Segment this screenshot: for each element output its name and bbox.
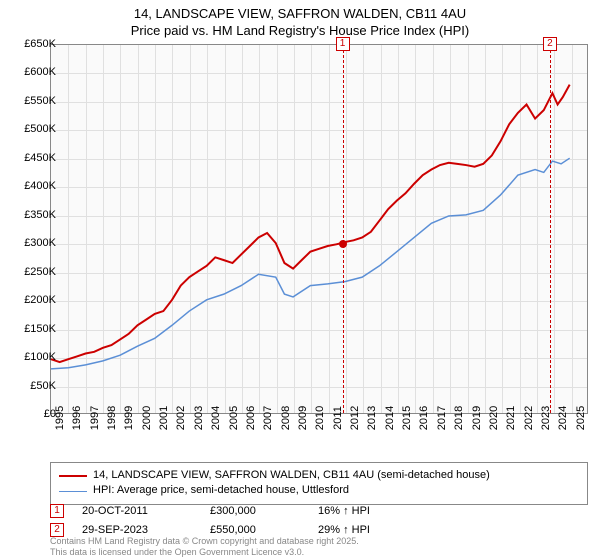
- series-price_paid: [51, 85, 570, 362]
- event-date: 20-OCT-2011: [82, 502, 192, 521]
- x-axis-label: 2003: [193, 406, 205, 430]
- x-axis-label: 2011: [332, 406, 344, 430]
- y-axis-label: £400K: [24, 180, 56, 192]
- footer-line-2: This data is licensed under the Open Gov…: [50, 547, 359, 558]
- y-axis-label: £450K: [24, 152, 56, 164]
- chart-lines: [51, 45, 587, 413]
- x-axis-label: 2009: [297, 406, 309, 430]
- legend-item: HPI: Average price, semi-detached house,…: [59, 483, 579, 498]
- legend-swatch: [59, 475, 87, 477]
- marker-box-2: 2: [543, 37, 557, 51]
- chart-container: 14, LANDSCAPE VIEW, SAFFRON WALDEN, CB11…: [0, 0, 600, 560]
- y-axis-label: £250K: [24, 266, 56, 278]
- x-axis-label: 1999: [123, 406, 135, 430]
- y-axis-label: £50K: [30, 380, 56, 392]
- plot-area: 12: [50, 44, 588, 414]
- x-axis-label: 2004: [210, 406, 222, 430]
- title-line-2: Price paid vs. HM Land Registry's House …: [0, 23, 600, 40]
- x-axis-label: 2015: [401, 406, 413, 430]
- x-axis-label: 1997: [89, 406, 101, 430]
- y-axis-label: £350K: [24, 209, 56, 221]
- x-axis-label: 2024: [557, 406, 569, 430]
- x-axis-label: 2010: [314, 406, 326, 430]
- event-delta: 16% ↑ HPI: [318, 502, 370, 521]
- x-axis-label: 2014: [384, 406, 396, 430]
- y-axis-label: £200K: [24, 294, 56, 306]
- x-axis-label: 2017: [436, 406, 448, 430]
- x-axis-label: 2021: [505, 406, 517, 430]
- event-table: 120-OCT-2011£300,00016% ↑ HPI229-SEP-202…: [50, 502, 370, 539]
- series-hpi: [51, 158, 570, 369]
- x-axis-label: 2023: [540, 406, 552, 430]
- x-axis-label: 2018: [453, 406, 465, 430]
- legend-label: HPI: Average price, semi-detached house,…: [93, 483, 349, 498]
- x-axis-label: 2019: [471, 406, 483, 430]
- y-axis-label: £300K: [24, 237, 56, 249]
- event-price: £300,000: [210, 502, 300, 521]
- x-axis-label: 2020: [488, 406, 500, 430]
- x-axis-label: 1998: [106, 406, 118, 430]
- x-axis-label: 2008: [280, 406, 292, 430]
- chart-legend: 14, LANDSCAPE VIEW, SAFFRON WALDEN, CB11…: [50, 462, 588, 505]
- x-axis-label: 2022: [523, 406, 535, 430]
- y-axis-label: £500K: [24, 123, 56, 135]
- x-axis-label: 2000: [141, 406, 153, 430]
- legend-item: 14, LANDSCAPE VIEW, SAFFRON WALDEN, CB11…: [59, 468, 579, 483]
- legend-label: 14, LANDSCAPE VIEW, SAFFRON WALDEN, CB11…: [93, 468, 490, 483]
- marker-line-2: [550, 45, 551, 413]
- marker-line-1: [343, 45, 344, 413]
- x-axis-label: 2007: [262, 406, 274, 430]
- chart-title: 14, LANDSCAPE VIEW, SAFFRON WALDEN, CB11…: [0, 0, 600, 40]
- y-axis-label: £550K: [24, 95, 56, 107]
- footer-attribution: Contains HM Land Registry data © Crown c…: [50, 536, 359, 558]
- footer-line-1: Contains HM Land Registry data © Crown c…: [50, 536, 359, 547]
- title-line-1: 14, LANDSCAPE VIEW, SAFFRON WALDEN, CB11…: [0, 6, 600, 23]
- y-axis-label: £600K: [24, 66, 56, 78]
- legend-swatch: [59, 491, 87, 492]
- x-axis-label: 2013: [366, 406, 378, 430]
- x-axis-label: 2006: [245, 406, 257, 430]
- marker-box-1: 1: [336, 37, 350, 51]
- event-marker-1: 1: [50, 504, 64, 518]
- x-axis-label: 2012: [349, 406, 361, 430]
- x-axis-label: 2025: [575, 406, 587, 430]
- x-axis-label: 2005: [228, 406, 240, 430]
- x-axis-label: 2016: [418, 406, 430, 430]
- x-axis-label: 1996: [71, 406, 83, 430]
- x-axis-label: 2001: [158, 406, 170, 430]
- y-axis-label: £650K: [24, 38, 56, 50]
- marker-dot: [339, 240, 347, 248]
- event-marker-2: 2: [50, 523, 64, 537]
- event-row: 1 20-OCT-2011 £300,000 16% ↑ HPI: [50, 502, 370, 521]
- x-axis-label: 2002: [175, 406, 187, 430]
- x-axis-label: 1995: [54, 406, 66, 430]
- y-axis-label: £100K: [24, 351, 56, 363]
- y-axis-label: £150K: [24, 323, 56, 335]
